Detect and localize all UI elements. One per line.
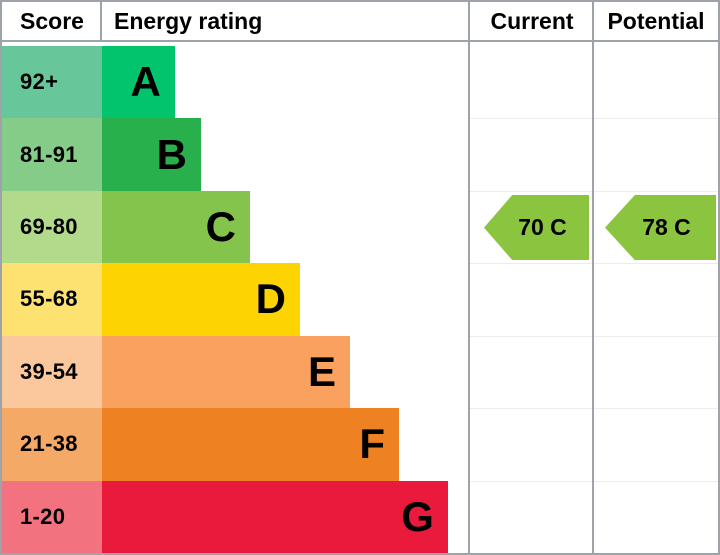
potential-cell-a	[594, 46, 718, 118]
column-header-energy-rating: Energy rating	[102, 2, 470, 42]
band-e-score-range: 39-54	[2, 335, 102, 409]
band-g-letter: G	[401, 492, 434, 540]
band-a-score-range: 92+	[2, 46, 102, 119]
band-c-letter: C	[205, 203, 236, 251]
band-d-score-range: 55-68	[2, 263, 102, 336]
band-a-bar: A	[102, 46, 175, 119]
band-e-bar: E	[102, 335, 351, 409]
current-column-divider	[468, 2, 470, 553]
band-a-letter: A	[130, 58, 161, 106]
score-header-divider	[100, 2, 102, 42]
band-d-bar-cell: D	[102, 263, 470, 336]
band-f-letter: F	[359, 420, 385, 468]
band-g-bar: G	[102, 480, 448, 553]
potential-cell-d	[594, 263, 718, 335]
current-cell-g	[470, 480, 594, 553]
potential-rating-arrow: 78 C	[605, 194, 716, 261]
potential-cell-b	[594, 118, 718, 190]
band-c-score-range: 69-80	[2, 190, 102, 264]
potential-cell-c: 78 C	[594, 190, 718, 263]
current-cell-d	[470, 263, 594, 335]
band-d-bar: D	[102, 263, 300, 336]
band-f-bar: F	[102, 408, 399, 481]
potential-cell-g	[594, 480, 718, 553]
band-g-score-range: 1-20	[2, 480, 102, 553]
potential-rating-label: 78 C	[642, 214, 691, 241]
band-c-bar-cell: C	[102, 190, 470, 264]
band-b-letter: B	[156, 130, 187, 178]
band-b-score-range: 81-91	[2, 118, 102, 191]
current-cell-f	[470, 408, 594, 480]
current-rating-label: 70 C	[518, 214, 567, 241]
column-header-score: Score	[2, 2, 102, 42]
current-cell-e	[470, 335, 594, 408]
current-rating-arrow: 70 C	[484, 194, 589, 261]
potential-cell-f	[594, 408, 718, 480]
current-cell-a	[470, 46, 594, 118]
potential-cell-e	[594, 335, 718, 408]
potential-column-divider	[592, 2, 594, 553]
column-header-potential: Potential	[594, 2, 718, 42]
band-e-letter: E	[308, 347, 337, 395]
band-c-bar: C	[102, 190, 250, 264]
band-e-bar-cell: E	[102, 335, 470, 409]
current-cell-b	[470, 118, 594, 190]
column-header-current: Current	[470, 2, 594, 42]
band-g-bar-cell: G	[102, 480, 470, 553]
band-f-score-range: 21-38	[2, 408, 102, 481]
band-b-bar: B	[102, 118, 201, 191]
band-f-bar-cell: F	[102, 408, 470, 481]
current-cell-c: 70 C	[470, 190, 594, 263]
band-b-bar-cell: B	[102, 118, 470, 191]
band-d-letter: D	[255, 275, 286, 323]
band-a-bar-cell: A	[102, 46, 470, 119]
